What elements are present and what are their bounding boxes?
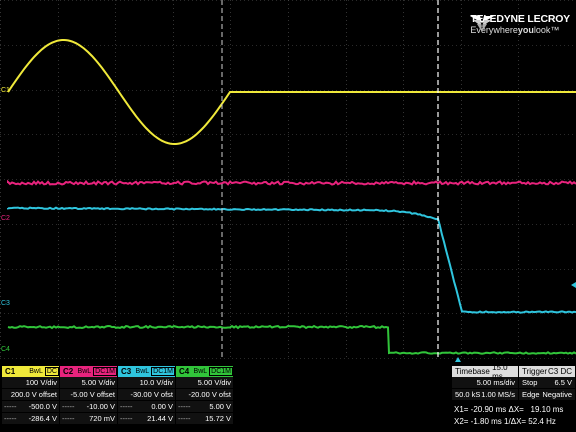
c4-trace: [8, 326, 576, 354]
row-dash: -----: [120, 402, 133, 411]
bandwidth-limit: BwL: [133, 368, 150, 375]
trigger-mode: Stop: [522, 378, 537, 387]
teledyne-logo-icon: [470, 14, 494, 32]
c4-label: C4: [1, 346, 10, 353]
cursor-x2-value: X2= -1.80 ms: [454, 417, 502, 426]
row-dash: -----: [4, 414, 17, 423]
waveform-display[interactable]: C1 C2 C3 C4 TELEDYNE LECROY Everywhereyo…: [0, 0, 576, 362]
measure-2: 720 mV: [89, 414, 115, 423]
trigger-type: Edge: [522, 390, 540, 399]
trigger-level: 6.5 V: [554, 378, 572, 387]
volts-per-div: 5.00 V/div: [82, 378, 115, 387]
row-dash: -----: [120, 414, 133, 423]
timebase-label: Timebase: [455, 367, 490, 376]
cursor-readout: X1= -20.90 ms ΔX= 19.10 ms X2= -1.80 ms …: [454, 404, 574, 428]
cursor-dx-value: 19.10 ms: [531, 405, 564, 414]
coupling: DC1M: [93, 367, 117, 376]
coupling: DC1M: [151, 367, 175, 376]
trigger-channel: C3: [548, 367, 558, 376]
c2-trace: [8, 182, 576, 185]
channel-name: C1: [2, 367, 26, 376]
c1-descriptor[interactable]: C1 BwL DC 100 V/div 200.0 V offset ----- -500.…: [2, 366, 59, 430]
timebase-per-div: 5.00 ms/div: [477, 378, 515, 387]
bandwidth-limit: BwL: [26, 368, 43, 375]
c1-trace: [8, 40, 576, 144]
row-dash: -----: [62, 402, 75, 411]
measure-2: 15.72 V: [205, 414, 231, 423]
volts-per-div: 100 V/div: [26, 378, 57, 387]
measure-2: -286.4 V: [29, 414, 57, 423]
bandwidth-limit: BwL: [191, 368, 208, 375]
offset: 200.0 V offset: [11, 390, 57, 399]
measure-1: 0.00 V: [151, 402, 173, 411]
descriptor-panel: C1 BwL DC 100 V/div 200.0 V offset ----- -500.…: [0, 362, 576, 432]
offset: -30.00 V ofst: [130, 390, 173, 399]
coupling: DC1M: [209, 367, 233, 376]
offset: -5.00 V offset: [71, 390, 115, 399]
bandwidth-limit: BwL: [75, 368, 92, 375]
measure-1: -500.0 V: [29, 402, 57, 411]
trigger-label: Trigger: [522, 367, 547, 376]
trigger-slope: Negative: [542, 390, 572, 399]
cursor-inv-dx-value: 1/ΔX= 52.4 Hz: [504, 417, 556, 426]
timebase-rate: 1.00 MS/s: [481, 390, 515, 399]
measure-2: 21.44 V: [147, 414, 173, 423]
cursor-dx-label: ΔX=: [508, 405, 523, 414]
row-dash: -----: [178, 414, 191, 423]
channel-name: C3: [118, 367, 133, 376]
timebase-descriptor[interactable]: Timebase 15.0 ms 5.00 ms/div 50.0 kS 1.00…: [452, 366, 518, 401]
c3-label: C3: [1, 300, 10, 307]
cursor-x1-value: X1= -20.90 ms: [454, 405, 506, 414]
c3-trace: [8, 208, 576, 313]
c4-descriptor[interactable]: C4 BwL DC1M 5.00 V/div -20.00 V ofst ----- 5.0…: [176, 366, 233, 430]
channel-name: C4: [176, 367, 191, 376]
channel-name: C2: [60, 367, 75, 376]
volts-per-div: 5.00 V/div: [198, 378, 231, 387]
coupling: DC: [45, 367, 59, 376]
timebase-samples: 50.0 kS: [455, 390, 480, 399]
volts-per-div: 10.0 V/div: [140, 378, 173, 387]
c3-descriptor[interactable]: C3 BwL DC1M 10.0 V/div -30.00 V ofst ----- 0.0…: [118, 366, 175, 430]
row-dash: -----: [62, 414, 75, 423]
c2-descriptor[interactable]: C2 BwL DC1M 5.00 V/div -5.00 V offset ----- -1…: [60, 366, 117, 430]
row-dash: -----: [4, 402, 17, 411]
row-dash: -----: [178, 402, 191, 411]
brand-logo: TELEDYNE LECROY Everywhereyoulook™: [470, 14, 570, 36]
trigger-level-marker: [571, 282, 576, 288]
graticule-and-traces: [0, 0, 576, 362]
trigger-descriptor[interactable]: Trigger C3 DC Stop 6.5 V Edge Negative: [519, 366, 575, 401]
trigger-coupling: DC: [560, 367, 572, 376]
c1-label: C1: [1, 87, 10, 94]
offset: -20.00 V ofst: [188, 390, 231, 399]
measure-1: -10.00 V: [87, 402, 115, 411]
c2-label: C2: [1, 215, 10, 222]
measure-1: 5.00 V: [209, 402, 231, 411]
